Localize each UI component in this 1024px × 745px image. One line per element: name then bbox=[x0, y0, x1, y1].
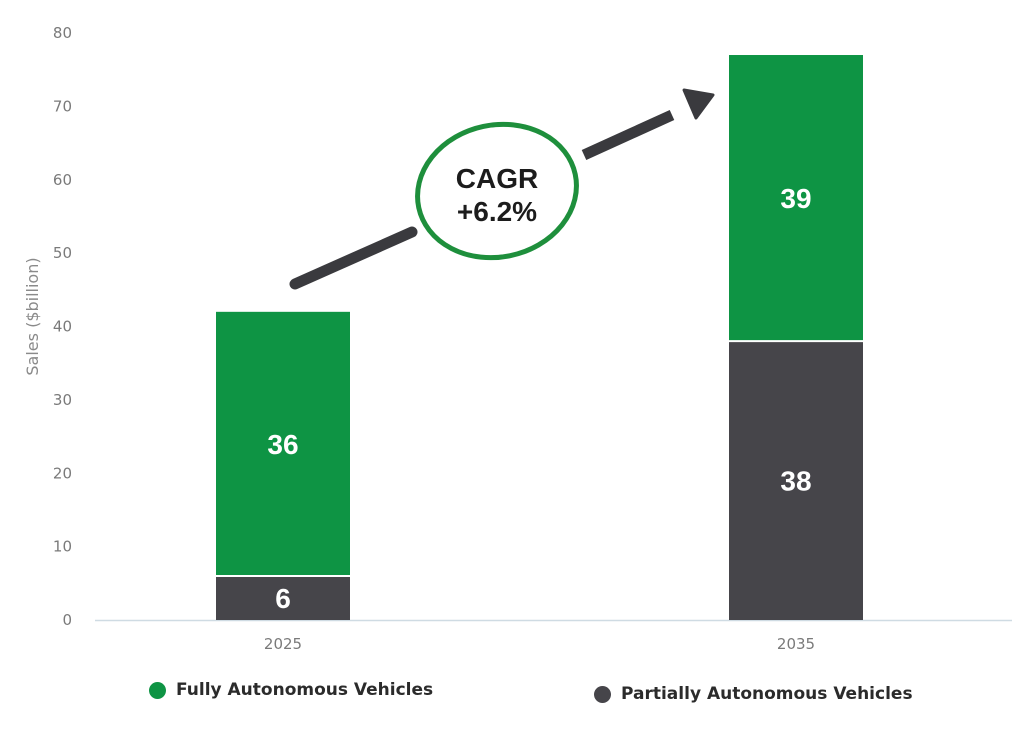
growth-arrow-head bbox=[682, 88, 715, 120]
bar-segment bbox=[729, 55, 863, 342]
x-tick-label: 2025 bbox=[264, 635, 302, 653]
legend-label: Fully Autonomous Vehicles bbox=[176, 680, 434, 700]
legend-item-fully-autonomous: Fully Autonomous Vehicles bbox=[149, 680, 433, 700]
legend-dot-icon bbox=[149, 681, 166, 699]
growth-arrow-shaft-upper bbox=[581, 109, 675, 161]
legend-item-partially-autonomous: Partially Autonomous Vehicles bbox=[594, 684, 913, 704]
y-tick-label: 20 bbox=[53, 464, 72, 482]
bar-value-label: 39 bbox=[780, 183, 811, 214]
y-tick-label: 70 bbox=[53, 97, 72, 115]
bar-value-label: 38 bbox=[780, 466, 811, 497]
y-tick-label: 60 bbox=[53, 171, 72, 189]
cagr-value: +6.2% bbox=[457, 196, 537, 227]
y-axis-label: Sales ($billion) bbox=[23, 257, 42, 375]
legend-dot-icon bbox=[594, 685, 611, 703]
y-tick-label: 10 bbox=[53, 538, 72, 556]
bar-segment bbox=[216, 575, 350, 620]
bar-value-label: 6 bbox=[275, 583, 291, 614]
bars: 6 36 38 39 bbox=[216, 55, 863, 620]
bar-value-label: 36 bbox=[267, 429, 298, 460]
cagr-label: CAGR bbox=[456, 163, 538, 194]
x-axis-ticks: 2025 2035 bbox=[264, 635, 815, 653]
growth-arrow-shaft-lower bbox=[289, 226, 418, 290]
bar-segment bbox=[216, 311, 350, 576]
y-tick-label: 0 bbox=[62, 611, 72, 629]
y-tick-label: 80 bbox=[53, 24, 72, 42]
y-tick-label: 50 bbox=[53, 244, 72, 262]
cagr-annotation: CAGR +6.2% bbox=[289, 88, 715, 290]
y-tick-label: 40 bbox=[53, 318, 72, 336]
y-axis-ticks: 0 10 20 30 40 50 60 70 80 bbox=[53, 24, 72, 629]
x-tick-label: 2035 bbox=[777, 635, 815, 653]
bar-segment bbox=[729, 341, 863, 620]
y-tick-label: 30 bbox=[53, 391, 72, 409]
legend-label: Partially Autonomous Vehicles bbox=[621, 684, 913, 704]
cagr-ellipse bbox=[415, 121, 579, 261]
